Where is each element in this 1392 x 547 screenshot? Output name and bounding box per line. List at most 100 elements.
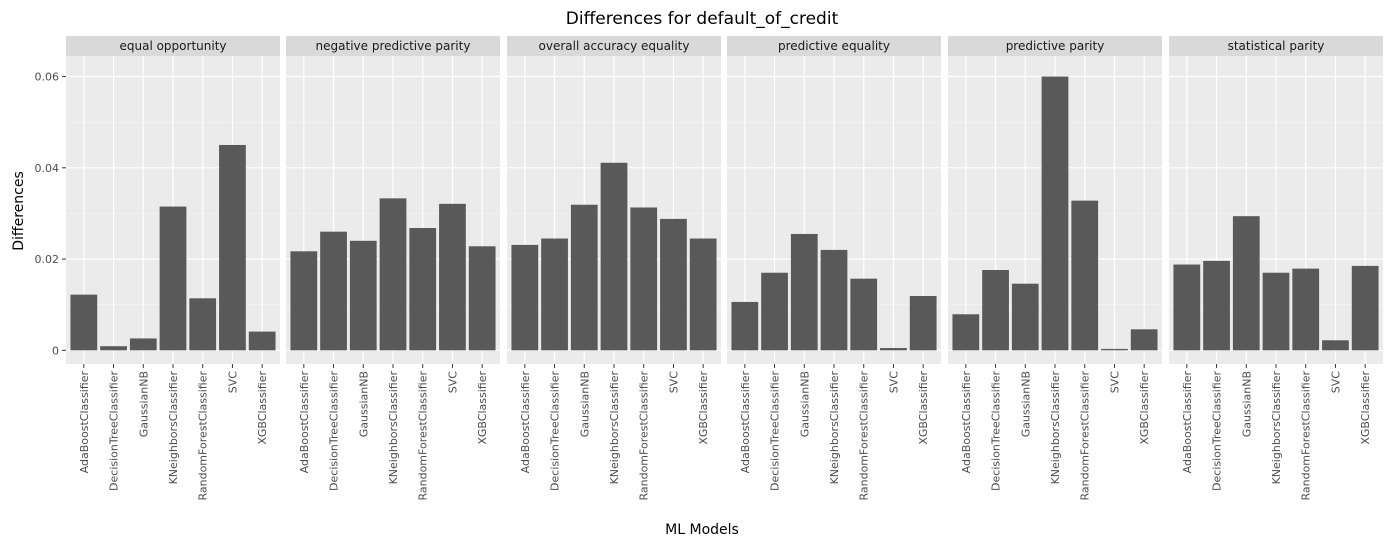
bar-AdaBoostClassifier — [511, 244, 539, 351]
bar-XGBClassifier — [689, 238, 717, 351]
chart-title: Differences for default_of_credit — [566, 9, 839, 29]
x-tick-label: RandomForestClassifier — [197, 371, 210, 501]
x-tick-label: XGBClassifier — [1359, 371, 1372, 445]
bar-SVC — [880, 348, 907, 351]
x-tick-label: KNeighborsClassifier — [828, 371, 841, 485]
x-tick-label: DecisionTreeClassifier — [1211, 371, 1224, 491]
bar-XGBClassifier — [909, 296, 937, 351]
facet-strip-label: predictive parity — [1006, 39, 1105, 53]
bar-XGBClassifier — [1351, 265, 1379, 351]
x-tick-label: SVC — [446, 371, 459, 394]
facet-strip — [66, 36, 280, 56]
facet-negative-predictive-parity: negative predictive parity AdaBoostClassi… — [286, 36, 500, 501]
bar-XGBClassifier — [468, 246, 496, 351]
x-tick-label: AdaBoostClassifier — [298, 371, 311, 474]
facet-strip — [286, 36, 500, 56]
x-tick-label: DecisionTreeClassifier — [549, 371, 562, 491]
facet-panels: equal opportunity AdaBoostClassifier Decis… — [66, 36, 1383, 501]
bar-KNeighborsClassifier — [1041, 76, 1069, 351]
facet-predictive-parity: predictive parity AdaBoostClassifier Decis… — [948, 36, 1162, 501]
x-tick-label: SVC — [1329, 371, 1342, 394]
facet-strip-label: negative predictive parity — [316, 39, 471, 53]
x-tick-label: DecisionTreeClassifier — [990, 371, 1003, 491]
x-tick-label: SVC — [667, 371, 680, 394]
facet-strip-label: predictive equality — [778, 39, 890, 53]
x-tick-label: XGBClassifier — [697, 371, 710, 445]
y-tick-label: 0.02 — [35, 253, 60, 266]
x-tick-label: XGBClassifier — [1138, 371, 1151, 445]
bar-KNeighborsClassifier — [600, 162, 628, 351]
y-tick-label: 0.04 — [35, 162, 60, 175]
x-tick-label: KNeighborsClassifier — [167, 371, 180, 485]
facet-statistical-parity: statistical parity AdaBoostClassifier Deci… — [1169, 36, 1383, 501]
bar-DecisionTreeClassifier — [1203, 260, 1230, 351]
x-tick-label: AdaBoostClassifier — [519, 371, 532, 474]
bar-DecisionTreeClassifier — [320, 231, 347, 351]
facet-strip — [948, 36, 1162, 56]
bar-GaussianNB — [1011, 283, 1039, 351]
bar-RandomForestClassifier — [409, 228, 437, 351]
y-axis: 0 0.02 0.04 0.06 — [35, 71, 66, 357]
bar-SVC — [1101, 348, 1128, 351]
bar-GaussianNB — [129, 338, 157, 351]
x-tick-label: DecisionTreeClassifier — [108, 371, 121, 491]
facet-strip-label: overall accuracy equality — [539, 39, 690, 53]
bar-KNeighborsClassifier — [159, 206, 187, 351]
x-tick-label: GaussianNB — [137, 371, 150, 437]
bar-SVC — [1322, 340, 1349, 351]
x-tick-label: XGBClassifier — [256, 371, 269, 445]
bar-SVC — [439, 203, 466, 351]
x-tick-label: AdaBoostClassifier — [739, 371, 752, 474]
facet-strip-label: equal opportunity — [119, 39, 226, 53]
x-tick-label: AdaBoostClassifier — [960, 371, 973, 474]
x-tick-label: GaussianNB — [578, 371, 591, 437]
x-tick-label: RandomForestClassifier — [858, 371, 871, 501]
bar-SVC — [660, 218, 687, 351]
x-tick-label: KNeighborsClassifier — [1049, 371, 1062, 485]
x-tick-label: SVC — [887, 371, 900, 394]
x-tick-label: AdaBoostClassifier — [78, 371, 91, 474]
bar-RandomForestClassifier — [1292, 268, 1320, 351]
facet-equal-opportunity: equal opportunity AdaBoostClassifier Decis… — [66, 36, 280, 501]
x-tick-label: GaussianNB — [798, 371, 811, 437]
facet-strip — [727, 36, 941, 56]
y-tick-label: 0 — [52, 344, 59, 357]
bar-DecisionTreeClassifier — [982, 270, 1009, 351]
x-tick-label: XGBClassifier — [476, 371, 489, 445]
bar-RandomForestClassifier — [189, 298, 217, 351]
x-tick-label: AdaBoostClassifier — [1181, 371, 1194, 474]
x-tick-label: KNeighborsClassifier — [387, 371, 400, 485]
bar-RandomForestClassifier — [630, 207, 658, 351]
bar-AdaBoostClassifier — [70, 294, 98, 351]
facet-strip — [1169, 36, 1383, 56]
bar-GaussianNB — [570, 204, 598, 351]
bar-KNeighborsClassifier — [820, 249, 848, 351]
bar-AdaBoostClassifier — [1173, 264, 1201, 351]
facet-predictive-equality: predictive equality AdaBoostClassifier Dec… — [727, 36, 941, 501]
x-tick-label: XGBClassifier — [917, 371, 930, 445]
x-axis-title: ML Models — [665, 522, 739, 538]
bar-DecisionTreeClassifier — [100, 346, 127, 351]
bar-DecisionTreeClassifier — [541, 238, 568, 351]
x-tick-label: SVC — [1108, 371, 1121, 394]
x-tick-label: GaussianNB — [1019, 371, 1032, 437]
bar-XGBClassifier — [1130, 329, 1158, 351]
bar-KNeighborsClassifier — [1262, 272, 1290, 351]
bar-RandomForestClassifier — [850, 278, 878, 351]
x-tick-label: DecisionTreeClassifier — [328, 371, 341, 491]
bar-RandomForestClassifier — [1071, 200, 1099, 351]
x-tick-label: GaussianNB — [1240, 371, 1253, 437]
facet-strip — [507, 36, 721, 56]
facet-overall-accuracy-equality: overall accuracy equality AdaBoostClassif… — [507, 36, 721, 501]
bar-KNeighborsClassifier — [379, 198, 407, 351]
bar-SVC — [219, 144, 246, 351]
x-tick-label: RandomForestClassifier — [1079, 371, 1092, 501]
x-tick-label: RandomForestClassifier — [1300, 371, 1313, 501]
bar-DecisionTreeClassifier — [761, 272, 788, 351]
bar-AdaBoostClassifier — [290, 251, 318, 351]
x-tick-label: GaussianNB — [357, 371, 370, 437]
bar-GaussianNB — [790, 233, 818, 351]
bar-AdaBoostClassifier — [952, 314, 980, 351]
y-axis-title: Differences — [11, 171, 27, 250]
